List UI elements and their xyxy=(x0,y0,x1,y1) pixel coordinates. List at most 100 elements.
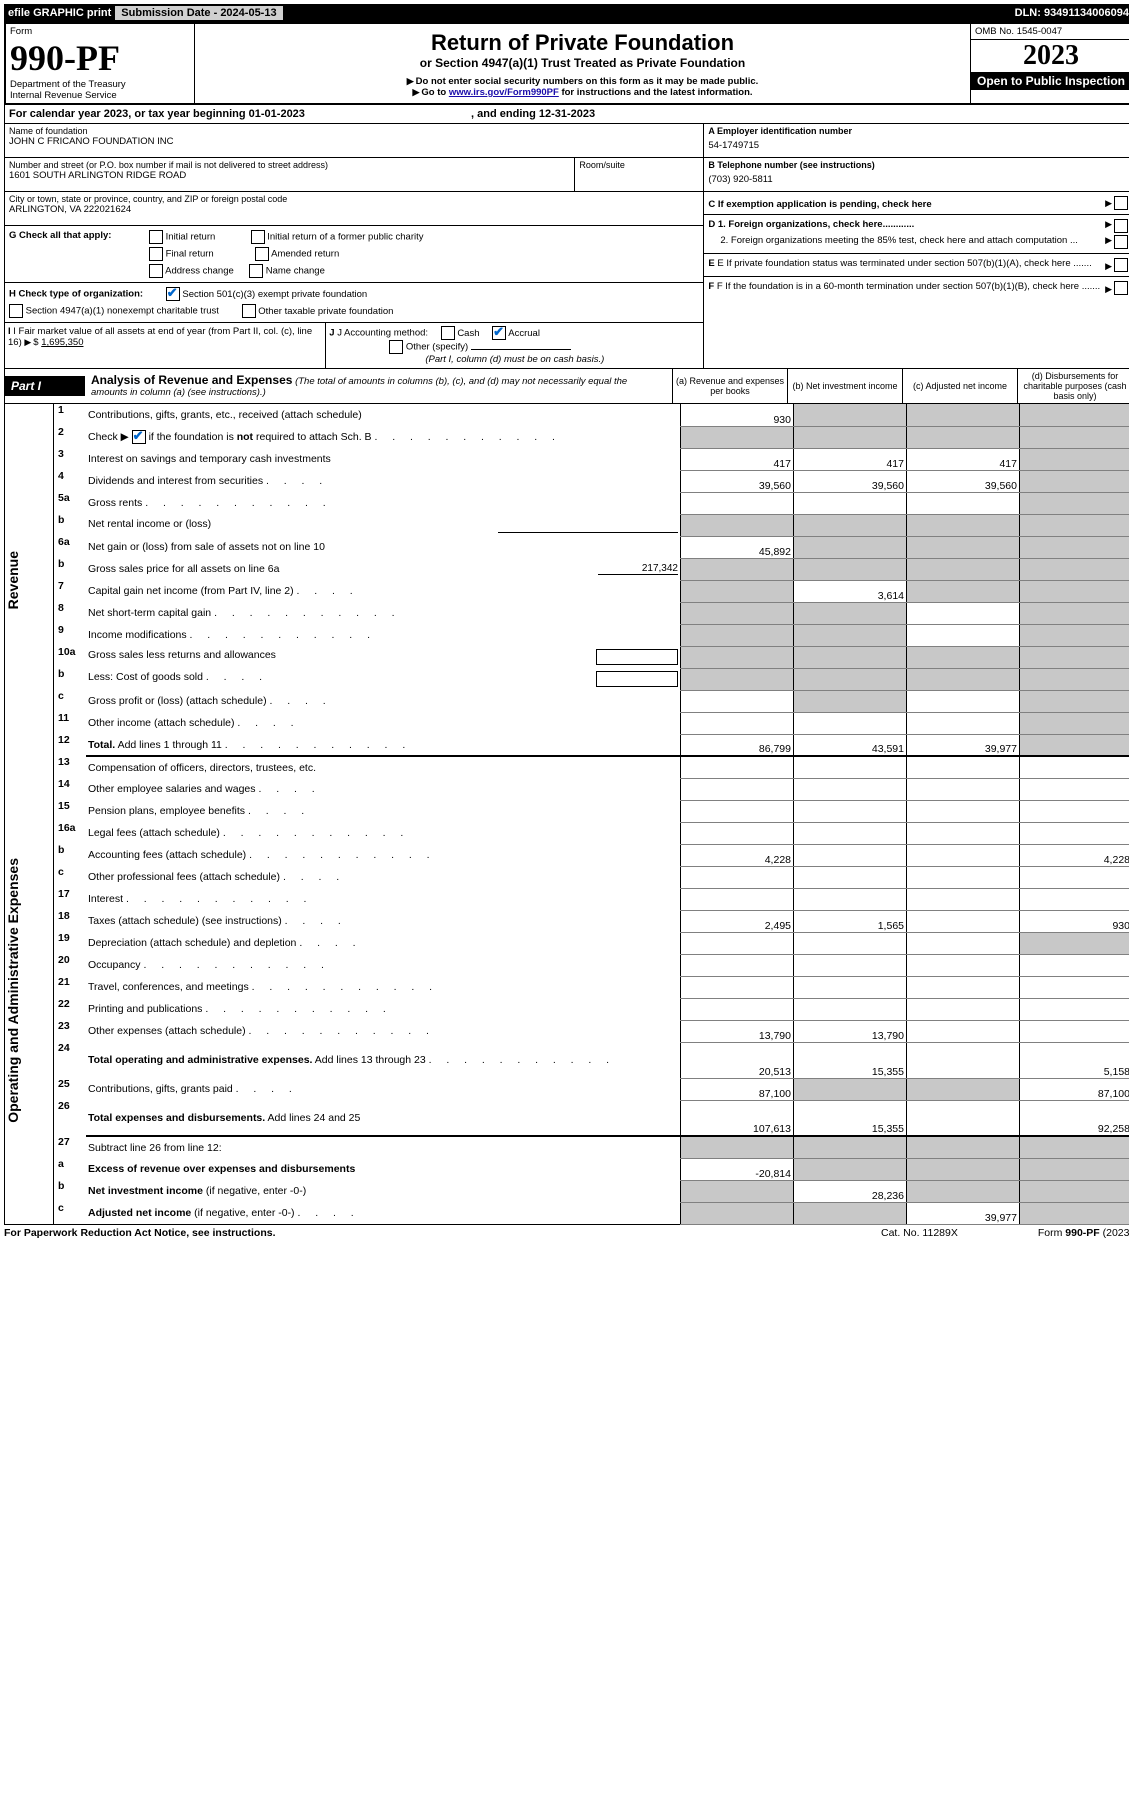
cell-c xyxy=(907,690,1020,712)
line-row: 4Dividends and interest from securities … xyxy=(5,470,1129,492)
row-label: Capital gain net income (from Part IV, l… xyxy=(86,580,681,602)
f-check[interactable] xyxy=(1114,281,1128,295)
d2-check[interactable] xyxy=(1114,235,1128,249)
cell-a xyxy=(681,426,794,448)
cell-b xyxy=(794,602,907,624)
g-initial-public[interactable] xyxy=(251,230,265,244)
row-label: Depreciation (attach schedule) and deple… xyxy=(86,932,681,954)
line-row: aExcess of revenue over expenses and dis… xyxy=(5,1158,1129,1180)
line-row: 14Other employee salaries and wages . . … xyxy=(5,778,1129,800)
cell-a xyxy=(681,646,794,668)
cell-b xyxy=(794,668,907,690)
row-label: Net gain or (loss) from sale of assets n… xyxy=(86,536,681,558)
cell-c xyxy=(907,998,1020,1020)
cell-b: 15,355 xyxy=(794,1042,907,1078)
row-label: Net short-term capital gain . . . . . . … xyxy=(86,602,681,624)
cell-a xyxy=(681,514,794,536)
cell-c xyxy=(907,1078,1020,1100)
cell-c xyxy=(907,536,1020,558)
cell-a: 87,100 xyxy=(681,1078,794,1100)
cell-c xyxy=(907,514,1020,536)
g-name-change[interactable] xyxy=(249,264,263,278)
row-label: Net investment income (if negative, ente… xyxy=(86,1180,681,1202)
line-row: 5aGross rents . . . . . . . . . . . xyxy=(5,492,1129,514)
cell-d xyxy=(1020,514,1129,536)
cell-a xyxy=(681,668,794,690)
cell-c xyxy=(907,426,1020,448)
d1-check[interactable] xyxy=(1114,219,1128,233)
line-row: 22Printing and publications . . . . . . … xyxy=(5,998,1129,1020)
cell-a xyxy=(681,602,794,624)
row-label: Dividends and interest from securities .… xyxy=(86,470,681,492)
cell-a xyxy=(681,932,794,954)
g-initial-return[interactable] xyxy=(149,230,163,244)
h-4947[interactable] xyxy=(9,304,23,318)
cell-c xyxy=(907,1020,1020,1042)
line-row: 15Pension plans, employee benefits . . .… xyxy=(5,800,1129,822)
cell-a: 2,495 xyxy=(681,910,794,932)
row-label: Interest . . . . . . . . . . . xyxy=(86,888,681,910)
cell-d xyxy=(1020,800,1129,822)
row-label: Printing and publications . . . . . . . … xyxy=(86,998,681,1020)
cell-d xyxy=(1020,426,1129,448)
cell-c xyxy=(907,646,1020,668)
h-501c3[interactable] xyxy=(166,287,180,301)
cell-a xyxy=(681,976,794,998)
g-final-return[interactable] xyxy=(149,247,163,261)
cell-c xyxy=(907,778,1020,800)
line-row: bLess: Cost of goods sold . . . . xyxy=(5,668,1129,690)
cell-d xyxy=(1020,932,1129,954)
cell-c: 39,977 xyxy=(907,1202,1020,1225)
cell-a xyxy=(681,866,794,888)
part1-table: Revenue1Contributions, gifts, grants, et… xyxy=(4,404,1129,1225)
cell-d xyxy=(1020,734,1129,756)
form-link[interactable]: www.irs.gov/Form990PF xyxy=(449,87,559,98)
cell-a: 20,513 xyxy=(681,1042,794,1078)
cell-c xyxy=(907,866,1020,888)
cell-c xyxy=(907,668,1020,690)
cell-c xyxy=(907,624,1020,646)
c-check[interactable] xyxy=(1114,196,1128,210)
revenue-vlabel: Revenue xyxy=(5,551,21,609)
cell-b xyxy=(794,514,907,536)
cell-a: 86,799 xyxy=(681,734,794,756)
cell-c xyxy=(907,910,1020,932)
j-cash[interactable] xyxy=(441,326,455,340)
cell-c xyxy=(907,558,1020,580)
g-label: G Check all that apply: xyxy=(9,230,149,278)
cell-a: 4,228 xyxy=(681,844,794,866)
cell-c xyxy=(907,976,1020,998)
cell-a xyxy=(681,800,794,822)
line-row: bGross sales price for all assets on lin… xyxy=(5,558,1129,580)
cell-b xyxy=(794,954,907,976)
row-label: Pension plans, employee benefits . . . . xyxy=(86,800,681,822)
part1-title: Analysis of Revenue and Expenses xyxy=(91,373,292,387)
row-label: Other income (attach schedule) . . . . xyxy=(86,712,681,734)
e-check[interactable] xyxy=(1114,258,1128,272)
row-label: Excess of revenue over expenses and disb… xyxy=(86,1158,681,1180)
cell-d xyxy=(1020,602,1129,624)
g-address-change[interactable] xyxy=(149,264,163,278)
cell-d xyxy=(1020,712,1129,734)
j-other[interactable] xyxy=(389,340,403,354)
cell-d xyxy=(1020,1136,1129,1158)
efile-label: efile GRAPHIC print xyxy=(8,7,111,19)
row-label: Gross sales price for all assets on line… xyxy=(86,558,681,580)
cell-d xyxy=(1020,778,1129,800)
cell-c xyxy=(907,1180,1020,1202)
row-label: Total. Add lines 1 through 11 . . . . . … xyxy=(86,734,681,756)
room-label: Room/suite xyxy=(579,160,699,170)
cell-b: 3,614 xyxy=(794,580,907,602)
cell-b xyxy=(794,404,907,426)
cell-c xyxy=(907,1042,1020,1078)
h-other-taxable[interactable] xyxy=(242,304,256,318)
addr-label: Number and street (or P.O. box number if… xyxy=(9,160,570,170)
j-accrual[interactable] xyxy=(492,326,506,340)
cell-b xyxy=(794,1202,907,1225)
b-phone-label: B Telephone number (see instructions) xyxy=(708,160,1128,170)
g-amended[interactable] xyxy=(255,247,269,261)
expenses-vlabel: Operating and Administrative Expenses xyxy=(5,858,21,1123)
cell-c xyxy=(907,1136,1020,1158)
cell-b xyxy=(794,1078,907,1100)
sch-b-check[interactable] xyxy=(132,430,146,444)
